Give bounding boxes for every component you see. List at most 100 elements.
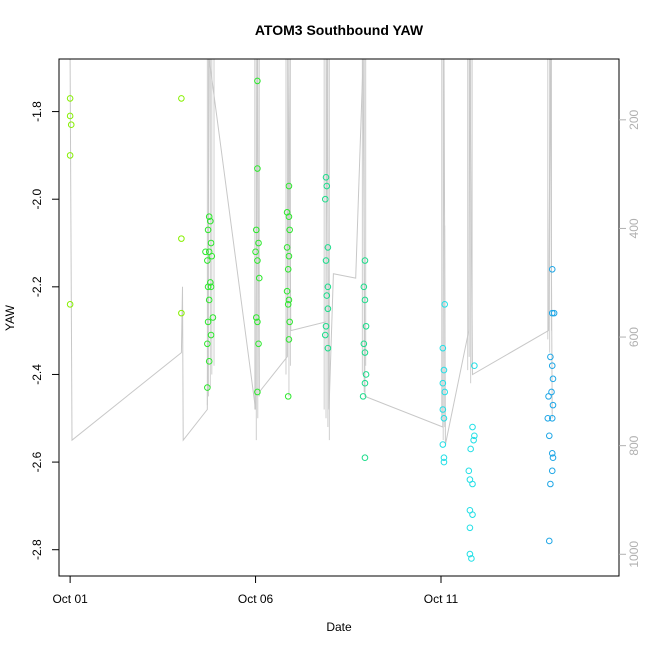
data-point-4 [550, 309, 558, 317]
data-point-1 [204, 340, 211, 348]
data-point-1 [286, 318, 293, 326]
data-point-4 [549, 375, 557, 383]
data-point-1 [209, 314, 217, 321]
data-point-1 [285, 213, 293, 221]
data-point-1 [207, 331, 215, 339]
data-point-2 [322, 322, 330, 330]
data-point-3 [471, 362, 478, 369]
data-point-0 [66, 112, 74, 120]
data-point-1 [283, 287, 291, 295]
data-point-3 [469, 423, 476, 431]
y2-tick-label: 800 [627, 435, 641, 455]
x-tick-label: Oct 11 [424, 592, 459, 606]
data-point-1 [255, 239, 262, 247]
y-axis-label: YAW [3, 304, 17, 331]
data-point-1 [252, 314, 260, 321]
data-point-1 [204, 283, 212, 291]
data-point-1 [204, 384, 211, 391]
data-point-3 [440, 414, 448, 422]
data-point-2 [324, 344, 332, 352]
data-point-2 [362, 371, 370, 378]
y2-axis: 200 400 600 800 1000 [619, 109, 641, 568]
data-point-1 [207, 239, 215, 247]
data-point-3 [469, 480, 476, 488]
data-point-1 [204, 226, 212, 234]
data-point-1 [254, 77, 261, 85]
data-point-2 [324, 244, 332, 251]
data-point-1 [284, 266, 292, 273]
data-point-0 [67, 121, 75, 129]
data-point-0 [178, 235, 185, 242]
data-point-2 [322, 257, 330, 264]
data-point-2 [361, 296, 369, 304]
data-point-3 [440, 458, 448, 466]
data-point-0 [66, 301, 74, 308]
x-tick-label: Oct 06 [238, 592, 274, 606]
data-point-1 [285, 336, 293, 343]
data-point-3 [440, 454, 448, 462]
data-point-4 [547, 353, 554, 361]
y-axis: -2.8 -2.6 -2.4 -2.2 -2.0 -1.8 [30, 101, 59, 560]
y2-tick-label: 200 [627, 109, 641, 129]
data-point-3 [470, 436, 477, 444]
data-point-3 [466, 524, 474, 532]
data-point-3 [441, 301, 448, 308]
data-point-1 [208, 252, 216, 260]
data-point-1 [283, 244, 291, 251]
data-point-1 [285, 182, 293, 190]
data-point-4 [548, 362, 556, 369]
data-point-0 [66, 152, 74, 159]
data-point-3 [471, 432, 478, 440]
data-point-2 [324, 283, 332, 291]
data-point-1 [254, 318, 261, 326]
data-point-2 [321, 331, 329, 339]
data-point-3 [441, 388, 448, 396]
y-tick-label: -2.4 [30, 364, 44, 385]
data-point-0 [178, 95, 185, 102]
data-point-1 [207, 217, 214, 225]
data-point-1 [254, 165, 261, 172]
data-point-1 [286, 226, 293, 234]
scatter-points [66, 77, 558, 562]
data-point-2 [361, 257, 369, 264]
data-point-0 [178, 309, 185, 317]
data-point-3 [439, 344, 447, 352]
data-point-4 [548, 388, 555, 396]
data-point-3 [467, 445, 474, 453]
data-point-2 [324, 305, 332, 313]
data-point-2 [360, 340, 368, 348]
data-point-3 [465, 467, 473, 475]
y-tick-label: -2.6 [30, 451, 44, 472]
data-point-1 [285, 252, 293, 260]
data-point-4 [549, 454, 557, 462]
plot-frame [58, 58, 620, 577]
data-point-1 [204, 318, 212, 326]
data-point-1 [255, 274, 263, 282]
data-point-1 [207, 283, 215, 291]
y-tick-label: -2.8 [30, 539, 44, 560]
data-point-2 [361, 379, 369, 387]
data-point-4 [548, 414, 556, 422]
secondary-line [69, 58, 553, 445]
data-point-1 [252, 248, 259, 256]
data-point-3 [440, 366, 448, 374]
data-point-1 [284, 301, 292, 308]
secondary-line-layer [69, 58, 553, 445]
data-point-3 [439, 441, 447, 448]
data-point-4 [545, 432, 553, 440]
data-point-1 [204, 257, 211, 264]
data-point-4 [548, 450, 556, 457]
data-point-3 [439, 406, 447, 413]
y2-tick-label: 400 [627, 218, 641, 238]
data-point-3 [469, 511, 476, 518]
data-point-4 [547, 480, 554, 488]
data-point-1 [284, 393, 292, 400]
data-point-1 [202, 248, 209, 256]
data-point-0 [66, 95, 74, 102]
data-point-2 [322, 173, 330, 181]
data-point-4 [549, 401, 557, 409]
data-point-1 [255, 340, 262, 348]
x-tick-label: Oct 01 [52, 592, 88, 606]
data-point-4 [545, 393, 552, 400]
